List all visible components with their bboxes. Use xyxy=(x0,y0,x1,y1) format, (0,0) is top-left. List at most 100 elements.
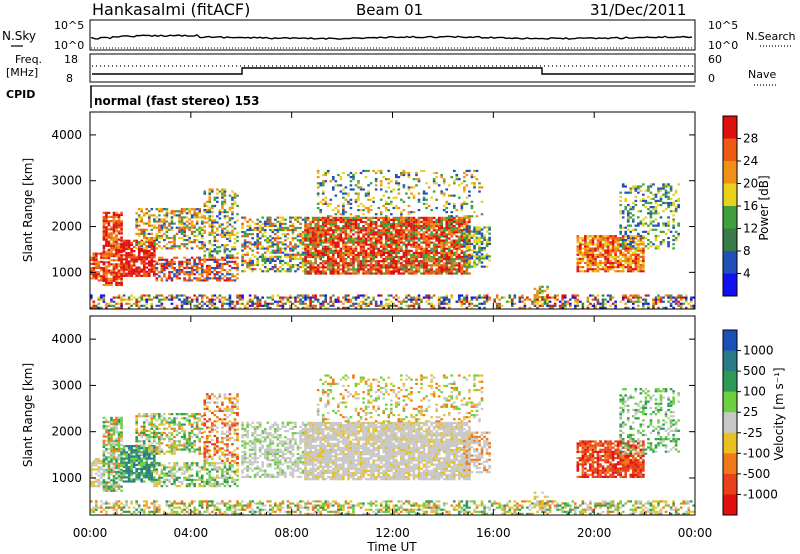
backscatter-cell xyxy=(274,249,277,252)
backscatter-cell xyxy=(455,245,459,248)
backscatter-cell xyxy=(624,247,628,250)
backscatter-cell xyxy=(468,244,471,248)
backscatter-cell xyxy=(458,258,461,261)
backscatter-cell xyxy=(279,228,282,232)
backscatter-cell xyxy=(324,220,328,224)
backscatter-cell xyxy=(180,269,184,272)
backscatter-cell xyxy=(372,196,375,199)
backscatter-cell xyxy=(453,218,456,222)
backscatter-cell xyxy=(463,296,466,299)
backscatter-cell xyxy=(379,211,383,214)
backscatter-cell xyxy=(276,216,280,219)
backscatter-cell xyxy=(357,268,360,271)
backscatter-cell xyxy=(185,212,189,215)
backscatter-cell xyxy=(407,225,411,228)
backscatter-cell xyxy=(400,266,403,269)
backscatter-cell xyxy=(427,235,431,238)
backscatter-cell xyxy=(631,185,635,188)
backscatter-cell xyxy=(453,216,456,219)
backscatter-cell xyxy=(241,235,244,238)
backscatter-cell xyxy=(324,237,328,240)
backscatter-cell xyxy=(586,253,590,256)
backscatter-cell xyxy=(470,298,474,301)
backscatter-cell xyxy=(170,296,174,299)
backscatter-cell xyxy=(306,245,310,248)
backscatter-cell xyxy=(321,220,325,224)
backscatter-cell xyxy=(311,247,315,250)
backscatter-cell xyxy=(546,294,549,297)
backscatter-cell xyxy=(667,222,670,225)
backscatter-cell xyxy=(306,272,310,275)
backscatter-cell xyxy=(301,257,305,260)
backscatter-cell xyxy=(465,268,469,271)
backscatter-cell xyxy=(674,208,678,211)
backscatter-cell xyxy=(316,206,320,210)
backscatter-cell xyxy=(405,245,408,248)
backscatter-cell xyxy=(110,271,113,274)
backscatter-cell xyxy=(248,268,252,271)
backscatter-cell xyxy=(140,220,144,223)
backscatter-cell xyxy=(619,230,622,233)
backscatter-cell xyxy=(647,201,650,205)
backscatter-cell xyxy=(135,272,138,275)
backscatter-cell xyxy=(301,302,305,305)
backscatter-cell xyxy=(205,269,209,272)
backscatter-cell xyxy=(112,277,116,280)
backscatter-cell xyxy=(289,249,292,252)
backscatter-cell xyxy=(324,222,328,226)
backscatter-cell xyxy=(465,298,469,301)
backscatter-cell xyxy=(664,232,668,236)
backscatter-cell xyxy=(379,180,383,183)
backscatter-cell xyxy=(203,260,207,263)
backscatter-cell xyxy=(463,188,466,191)
backscatter-cell xyxy=(251,220,254,223)
backscatter-cell xyxy=(279,259,282,263)
backscatter-cell xyxy=(142,212,146,215)
backscatter-cell xyxy=(382,220,386,224)
backscatter-cell xyxy=(639,255,643,258)
backscatter-cell xyxy=(397,268,401,271)
backscatter-cell xyxy=(236,239,239,243)
backscatter-cell xyxy=(480,302,484,305)
backscatter-cell xyxy=(137,243,141,246)
backscatter-cell xyxy=(379,241,383,244)
backscatter-cell xyxy=(442,253,446,257)
backscatter-cell xyxy=(316,245,320,248)
backscatter-cell xyxy=(289,300,292,303)
backscatter-cell xyxy=(422,169,426,173)
backscatter-cell xyxy=(321,241,325,244)
backscatter-cell xyxy=(417,200,421,203)
backscatter-cell xyxy=(435,229,438,232)
backscatter-cell xyxy=(362,264,365,267)
backscatter-cell xyxy=(478,226,481,229)
backscatter-cell xyxy=(306,231,310,234)
backscatter-cell xyxy=(374,272,378,275)
backscatter-cell xyxy=(163,258,166,261)
backscatter-cell xyxy=(405,171,408,175)
backscatter-cell xyxy=(130,298,133,301)
backscatter-cell xyxy=(233,241,237,245)
backscatter-cell xyxy=(631,261,635,265)
backscatter-cell xyxy=(614,255,617,258)
backscatter-cell xyxy=(405,262,408,265)
backscatter-cell xyxy=(367,255,370,259)
backscatter-cell xyxy=(211,219,214,222)
backscatter-cell xyxy=(190,214,194,217)
backscatter-cell xyxy=(301,241,305,244)
backscatter-cell xyxy=(475,242,479,246)
backscatter-cell xyxy=(437,306,441,309)
backscatter-cell xyxy=(619,203,622,207)
backscatter-cell xyxy=(372,233,375,236)
backscatter-cell xyxy=(102,211,106,214)
backscatter-cell xyxy=(450,251,454,255)
backscatter-cell xyxy=(105,238,108,241)
backscatter-cell xyxy=(367,264,370,267)
backscatter-cell xyxy=(309,253,312,257)
backscatter-cell xyxy=(97,262,101,266)
backscatter-cell xyxy=(236,277,239,280)
backscatter-cell xyxy=(631,259,635,263)
backscatter-cell xyxy=(453,272,456,275)
backscatter-cell xyxy=(125,260,128,263)
backscatter-cell xyxy=(233,200,237,203)
backscatter-cell xyxy=(344,211,348,214)
